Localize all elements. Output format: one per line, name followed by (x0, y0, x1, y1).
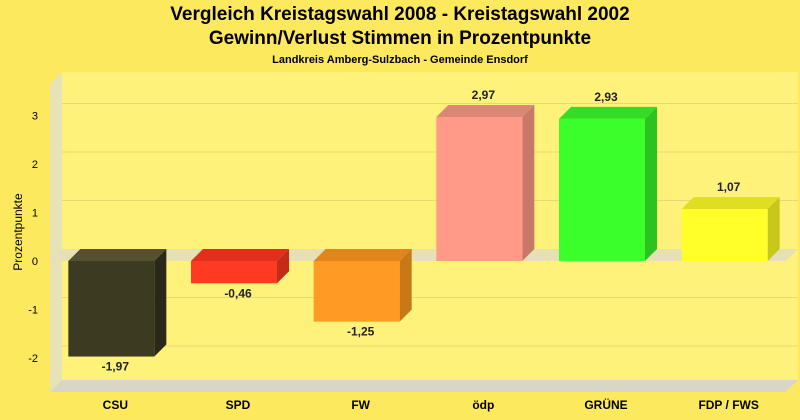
bar-side (522, 104, 535, 261)
bar-side (399, 249, 412, 322)
x-tick-label: FW (351, 398, 370, 412)
y-tick-label: -2 (28, 353, 38, 365)
bar-front (559, 118, 645, 262)
bars: -1,97 -0,46 -1,25 2,97 2,93 1,07 (68, 88, 780, 374)
y-tick-label: 2 (32, 159, 38, 171)
bar-front (436, 116, 523, 261)
bar (681, 197, 780, 261)
y-tick-label: 3 (32, 111, 38, 123)
bar-top (436, 104, 535, 117)
data-label: -1,25 (347, 325, 375, 339)
data-label: -0,46 (224, 286, 252, 300)
y-tick-label: 1 (32, 208, 38, 220)
bar-side (767, 197, 780, 261)
bar-top (68, 249, 167, 261)
plot-face (62, 72, 798, 380)
bar-top (313, 249, 412, 261)
data-label: 1,07 (717, 180, 741, 194)
chart-title: Vergleich Kreistagswahl 2008 - Kreistags… (170, 4, 630, 25)
bar (191, 249, 289, 284)
data-label: 2,93 (594, 90, 618, 104)
x-tick-label: FDP / FWS (698, 398, 758, 412)
bar-top (191, 249, 289, 261)
bar-front (191, 261, 277, 284)
bar-side (645, 106, 657, 262)
bar (436, 104, 535, 261)
data-label: 2,97 (472, 88, 496, 102)
bar (313, 249, 412, 322)
bar-front (68, 261, 155, 357)
data-label: -1,97 (102, 360, 130, 374)
x-tick-label: SPD (226, 398, 251, 412)
x-tick-label: GRÜNE (584, 397, 627, 412)
plot-floor (50, 380, 798, 392)
y-tick-label: 0 (32, 256, 38, 268)
grid (62, 103, 798, 347)
x-axis-ticks: CSU SPD FW ödp GRÜNE FDP / FWS (103, 397, 759, 412)
bar (68, 249, 167, 357)
chart-title-line2: Gewinn/Verlust Stimmen in Prozentpunkte (208, 28, 592, 49)
y-tick-label: -1 (28, 305, 38, 317)
bar (559, 106, 657, 262)
y-axis-ticks: -2 -1 0 1 2 3 (28, 111, 38, 366)
bar-top (559, 106, 657, 119)
bar-side (154, 249, 167, 357)
bar-side (277, 249, 289, 284)
bar-front (681, 209, 768, 261)
bar-front (313, 261, 400, 322)
x-tick-label: ödp (472, 398, 494, 412)
chart-subtitle: Landkreis Amberg-Sulzbach - Gemeinde Ens… (272, 54, 528, 66)
plot-left-wall (50, 72, 62, 392)
x-tick-label: CSU (103, 398, 128, 412)
bar-top (681, 197, 780, 210)
